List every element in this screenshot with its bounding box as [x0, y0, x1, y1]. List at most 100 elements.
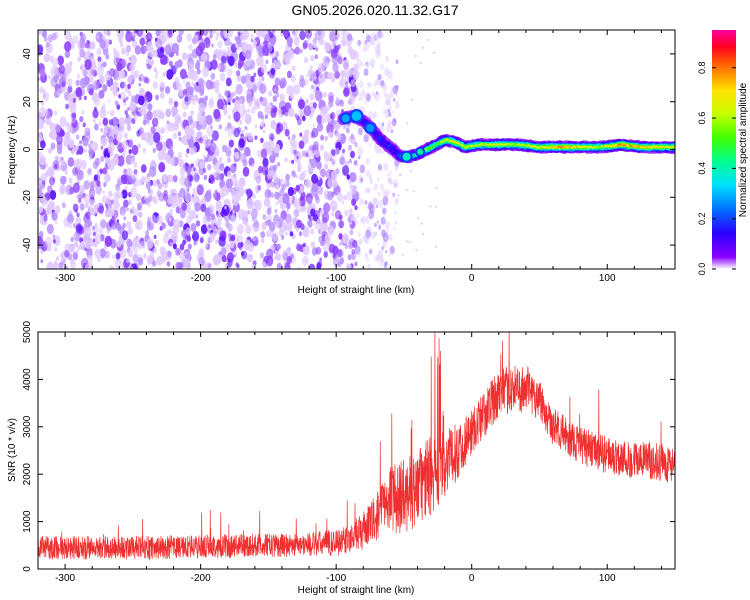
noise-blob	[108, 39, 113, 45]
noise-blob	[253, 220, 259, 228]
noise-blob	[247, 242, 255, 252]
noise-blob	[122, 222, 126, 229]
noise-blob	[223, 104, 228, 112]
noise-blob	[323, 41, 328, 47]
noise-blob	[120, 174, 128, 185]
noise-blob	[267, 167, 274, 177]
noise-blob	[203, 37, 211, 49]
noise-blob	[320, 115, 327, 125]
noise-blob	[302, 245, 310, 256]
noise-blob	[53, 110, 58, 117]
noise-blob	[137, 203, 142, 211]
noise-blob	[269, 31, 274, 39]
noise-blob	[406, 188, 409, 192]
noise-blob	[381, 246, 384, 251]
noise-blob	[310, 241, 316, 249]
noise-blob	[312, 123, 315, 128]
noise-blob	[276, 92, 280, 98]
noise-blob	[410, 98, 413, 101]
noise-blob	[299, 74, 305, 83]
noise-blob	[209, 142, 217, 153]
noise-blob	[168, 60, 173, 67]
noise-blob	[102, 84, 108, 92]
noise-blob	[191, 70, 199, 82]
noise-blob	[354, 205, 358, 211]
noise-blob	[167, 250, 172, 258]
snr-xlabel: Height of straight line (km)	[298, 585, 415, 596]
noise-blob	[384, 220, 390, 230]
signal-mark	[366, 124, 375, 132]
x-tick-label: 100	[599, 273, 616, 284]
noise-blob	[42, 108, 49, 117]
noise-blob	[244, 126, 247, 130]
noise-blob	[311, 173, 318, 184]
noise-blob	[319, 222, 323, 227]
noise-blob	[235, 70, 241, 77]
noise-blob	[159, 91, 165, 99]
noise-blob	[118, 117, 126, 127]
noise-blob	[71, 118, 76, 124]
noise-blob	[112, 117, 118, 126]
noise-blob	[347, 68, 354, 78]
noise-blob	[298, 185, 305, 194]
noise-blob	[127, 83, 131, 90]
noise-blob	[92, 109, 99, 119]
noise-blob	[133, 113, 138, 121]
noise-blob	[192, 95, 196, 101]
noise-blob	[59, 184, 66, 195]
noise-blob	[54, 205, 61, 214]
noise-blob	[218, 235, 226, 247]
noise-blob	[331, 77, 335, 83]
noise-blob	[117, 179, 122, 186]
noise-blob	[212, 30, 216, 35]
noise-blob	[126, 167, 132, 176]
noise-blob	[261, 115, 265, 120]
noise-blob	[138, 87, 145, 97]
noise-blob	[104, 235, 113, 247]
noise-blob	[389, 180, 393, 185]
y-tick-label: 0	[22, 566, 33, 572]
noise-blob	[349, 208, 353, 214]
noise-blob	[56, 88, 62, 97]
noise-blob	[292, 30, 299, 38]
noise-blob	[227, 127, 233, 137]
noise-blob	[162, 174, 168, 183]
noise-blob	[132, 179, 135, 184]
noise-blob	[328, 243, 336, 254]
noise-blob	[260, 231, 266, 239]
noise-blob	[401, 253, 404, 256]
noise-blob	[108, 119, 114, 126]
noise-blob	[79, 49, 85, 58]
noise-blob	[266, 219, 272, 226]
noise-blob	[106, 229, 110, 234]
noise-blob	[210, 139, 214, 144]
noise-blob	[115, 252, 121, 260]
noise-blob	[221, 254, 227, 263]
noise-blob	[158, 162, 166, 173]
noise-blob	[205, 114, 213, 126]
noise-blob	[42, 91, 50, 102]
noise-blob	[84, 59, 92, 71]
noise-blob	[293, 150, 298, 157]
chart-title: GN05.2026.020.11.32.G17	[291, 2, 459, 18]
noise-blob	[250, 208, 258, 219]
noise-blob	[70, 116, 73, 120]
noise-blob	[357, 39, 362, 47]
noise-blob	[46, 261, 54, 269]
x-tick-label: -300	[55, 273, 75, 284]
noise-blob	[46, 223, 54, 235]
noise-blob	[116, 240, 122, 248]
noise-blob	[294, 113, 298, 118]
noise-blob	[327, 191, 334, 201]
noise-blob	[250, 38, 254, 43]
noise-blob	[123, 132, 128, 139]
noise-blob	[143, 253, 147, 259]
noise-blob	[123, 216, 127, 221]
noise-blob	[76, 249, 79, 254]
noise-blob	[342, 148, 345, 154]
noise-blob	[131, 206, 135, 212]
noise-blob	[85, 84, 89, 89]
noise-blob	[174, 61, 180, 69]
noise-blob	[419, 61, 422, 65]
